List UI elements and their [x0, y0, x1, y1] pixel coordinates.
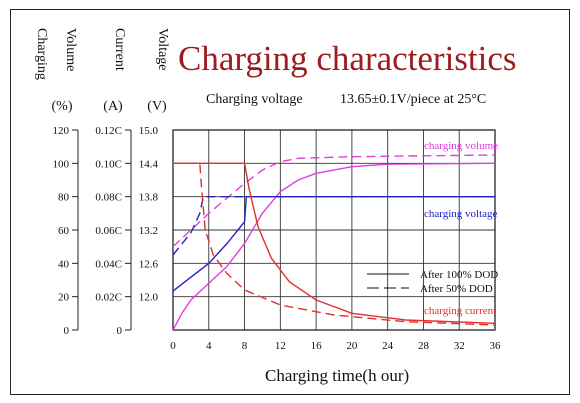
y-tick-label: 80 [58, 192, 70, 204]
x-tick-label: 28 [418, 340, 430, 352]
chart-subtitle-value: 13.65±0.1V/piece at 25°C [340, 92, 486, 107]
y-tick-label: 20 [58, 292, 70, 304]
x-tick-label: 0 [170, 340, 176, 352]
y-tick-label: 120 [53, 125, 70, 137]
series-line-charging-volume-dashed [172, 154, 496, 248]
x-tick-label: 4 [206, 340, 212, 352]
y-axis-name: Current [112, 28, 127, 71]
series-line-charging-voltage-solid [172, 196, 495, 292]
chart-subtitle-label: Charging voltage [206, 92, 303, 107]
y-axis-unit: (V) [147, 99, 167, 114]
series-line-charging-current-solid [173, 162, 496, 324]
x-tick-label: 12 [275, 340, 286, 352]
y-tick-label: 0.08C [95, 192, 122, 204]
y-tick-label: 12.6 [139, 258, 159, 270]
series-line-charging-volume-solid [172, 162, 496, 331]
y-tick-label: 12.0 [139, 292, 159, 304]
y-tick-label: 0.10C [95, 158, 122, 170]
y-tick-label: 15.0 [139, 125, 159, 137]
y-axis-name: Charging [34, 28, 49, 80]
x-tick-label: 16 [311, 340, 323, 352]
y-axis-unit: (A) [103, 99, 123, 114]
x-tick-label: 8 [242, 340, 248, 352]
x-axis-label: Charging time(h our) [265, 366, 409, 385]
x-tick-label: 24 [382, 340, 394, 352]
y-axis-name: Voltage [155, 28, 170, 71]
y-tick-label: 14.4 [139, 158, 159, 170]
x-tick-label: 32 [454, 340, 465, 352]
y-axis-unit: (%) [52, 99, 73, 114]
chart-title: Charging characteristics [178, 39, 517, 78]
series-line-charging-current-dashed [173, 162, 496, 326]
series-annotation: charging volume [424, 140, 498, 152]
series-line-charging-voltage-dashed [172, 196, 495, 256]
y-tick-label: 13.8 [139, 192, 159, 204]
y-tick-label: 13.2 [139, 225, 158, 237]
y-tick-label: 100 [53, 158, 70, 170]
chart-frame [10, 9, 570, 395]
series-annotation: charging voltage [424, 208, 498, 220]
legend-label: After 50% DOD [420, 283, 493, 295]
y-tick-label: 0.06C [95, 225, 122, 237]
y-tick-label: 0.02C [95, 292, 122, 304]
y-tick-label: 0.12C [95, 125, 122, 137]
x-tick-label: 36 [490, 340, 502, 352]
x-tick-label: 20 [346, 340, 358, 352]
y-axis-name: Volume [63, 28, 78, 71]
y-tick-label: 0 [117, 325, 123, 337]
y-tick-label: 40 [58, 258, 70, 270]
legend-label: After 100% DOD [420, 269, 498, 281]
y-tick-label: 60 [58, 225, 70, 237]
y-tick-label: 0 [64, 325, 70, 337]
series-annotation: charging current [424, 305, 496, 317]
y-tick-label: 0.04C [95, 258, 122, 270]
